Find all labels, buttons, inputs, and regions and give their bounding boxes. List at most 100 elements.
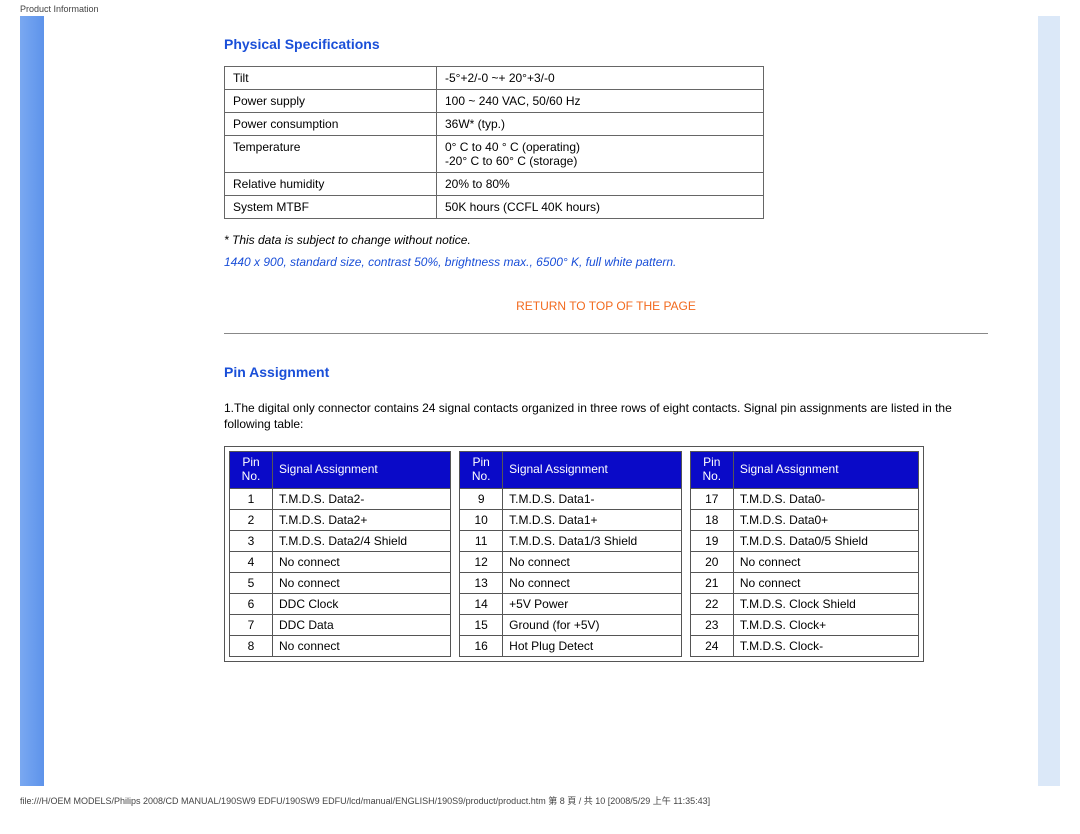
- table-row: 1T.M.D.S. Data2-: [230, 488, 451, 509]
- physical-spec-table: Tilt-5°+2/-0 ~+ 20°+3/-0 Power supply100…: [224, 66, 764, 219]
- section-divider: [224, 333, 988, 334]
- pin-intro-text: 1.The digital only connector contains 24…: [224, 400, 988, 432]
- pin-number: 12: [460, 551, 503, 572]
- table-row: 23T.M.D.S. Clock+: [690, 614, 918, 635]
- table-row: 17T.M.D.S. Data0-: [690, 488, 918, 509]
- pin-number: 15: [460, 614, 503, 635]
- pin-number: 23: [690, 614, 733, 635]
- pin-signal: T.M.D.S. Data1+: [503, 509, 682, 530]
- col-pin-header: Pin No.: [230, 452, 273, 489]
- table-row: 20No connect: [690, 551, 918, 572]
- table-row: Tilt-5°+2/-0 ~+ 20°+3/-0: [225, 67, 764, 90]
- pin-number: 24: [690, 635, 733, 656]
- table-row: 19T.M.D.S. Data0/5 Shield: [690, 530, 918, 551]
- pin-number: 22: [690, 593, 733, 614]
- pin-number: 13: [460, 572, 503, 593]
- table-row: 14+5V Power: [460, 593, 682, 614]
- pin-group-3: Pin No.Signal Assignment 17T.M.D.S. Data…: [690, 451, 919, 657]
- col-signal-header: Signal Assignment: [503, 452, 682, 489]
- pin-number: 10: [460, 509, 503, 530]
- table-row: 6DDC Clock: [230, 593, 451, 614]
- pin-signal: No connect: [503, 572, 682, 593]
- pin-number: 20: [690, 551, 733, 572]
- table-row: 22T.M.D.S. Clock Shield: [690, 593, 918, 614]
- pin-signal: T.M.D.S. Data0-: [733, 488, 918, 509]
- pin-signal: Ground (for +5V): [503, 614, 682, 635]
- spec-key: Tilt: [225, 67, 437, 90]
- spec-val: 36W* (typ.): [437, 113, 764, 136]
- pin-number: 5: [230, 572, 273, 593]
- pin-number: 1: [230, 488, 273, 509]
- pin-signal: No connect: [503, 551, 682, 572]
- table-row: 2T.M.D.S. Data2+: [230, 509, 451, 530]
- table-row: 21No connect: [690, 572, 918, 593]
- pin-number: 2: [230, 509, 273, 530]
- pin-number: 17: [690, 488, 733, 509]
- spec-key: Power consumption: [225, 113, 437, 136]
- pin-number: 7: [230, 614, 273, 635]
- table-row: 18T.M.D.S. Data0+: [690, 509, 918, 530]
- col-signal-header: Signal Assignment: [733, 452, 918, 489]
- right-stripe: [1038, 16, 1060, 786]
- pin-number: 21: [690, 572, 733, 593]
- spec-val: -5°+2/-0 ~+ 20°+3/-0: [437, 67, 764, 90]
- pin-signal: T.M.D.S. Data0+: [733, 509, 918, 530]
- content-area: Physical Specifications Tilt-5°+2/-0 ~+ …: [44, 16, 1038, 786]
- pin-number: 19: [690, 530, 733, 551]
- footer-file-path: file:///H/OEM MODELS/Philips 2008/CD MAN…: [0, 786, 1080, 817]
- pin-signal: No connect: [273, 635, 451, 656]
- pin-signal: T.M.D.S. Data1-: [503, 488, 682, 509]
- table-row: Relative humidity20% to 80%: [225, 173, 764, 196]
- table-row: 7DDC Data: [230, 614, 451, 635]
- table-row: Temperature0° C to 40 ° C (operating) -2…: [225, 136, 764, 173]
- pin-signal: No connect: [273, 572, 451, 593]
- pin-signal: T.M.D.S. Data1/3 Shield: [503, 530, 682, 551]
- spec-key: Power supply: [225, 90, 437, 113]
- pin-number: 9: [460, 488, 503, 509]
- return-top-link[interactable]: RETURN TO TOP OF THE PAGE: [224, 299, 988, 313]
- table-row: 4No connect: [230, 551, 451, 572]
- pin-signal: No connect: [273, 551, 451, 572]
- table-row: 11T.M.D.S. Data1/3 Shield: [460, 530, 682, 551]
- table-row: 12No connect: [460, 551, 682, 572]
- pin-number: 6: [230, 593, 273, 614]
- pin-signal: T.M.D.S. Clock Shield: [733, 593, 918, 614]
- disclaimer-note: * This data is subject to change without…: [224, 233, 988, 247]
- pin-group-2: Pin No.Signal Assignment 9T.M.D.S. Data1…: [459, 451, 682, 657]
- pin-number: 3: [230, 530, 273, 551]
- pin-number: 14: [460, 593, 503, 614]
- spec-key: System MTBF: [225, 196, 437, 219]
- physical-spec-heading: Physical Specifications: [224, 36, 988, 52]
- pin-signal: T.M.D.S. Data2/4 Shield: [273, 530, 451, 551]
- pin-number: 8: [230, 635, 273, 656]
- pin-number: 16: [460, 635, 503, 656]
- table-row: 10T.M.D.S. Data1+: [460, 509, 682, 530]
- page-header-label: Product Information: [0, 0, 1080, 16]
- pin-signal: T.M.D.S. Data2-: [273, 488, 451, 509]
- table-row: Power supply100 ~ 240 VAC, 50/60 Hz: [225, 90, 764, 113]
- table-row: 16Hot Plug Detect: [460, 635, 682, 656]
- table-row: 13No connect: [460, 572, 682, 593]
- spec-val: 0° C to 40 ° C (operating) -20° C to 60°…: [437, 136, 764, 173]
- spec-val: 20% to 80%: [437, 173, 764, 196]
- table-row: 5No connect: [230, 572, 451, 593]
- pin-group-1: Pin No.Signal Assignment 1T.M.D.S. Data2…: [229, 451, 451, 657]
- pin-signal: Hot Plug Detect: [503, 635, 682, 656]
- pin-signal: T.M.D.S. Clock-: [733, 635, 918, 656]
- pin-signal: No connect: [733, 551, 918, 572]
- spec-key: Temperature: [225, 136, 437, 173]
- spec-val: 100 ~ 240 VAC, 50/60 Hz: [437, 90, 764, 113]
- table-row: 3T.M.D.S. Data2/4 Shield: [230, 530, 451, 551]
- pin-signal: T.M.D.S. Clock+: [733, 614, 918, 635]
- pin-signal: DDC Data: [273, 614, 451, 635]
- table-row: 24T.M.D.S. Clock-: [690, 635, 918, 656]
- pin-signal: T.M.D.S. Data0/5 Shield: [733, 530, 918, 551]
- pin-signal: T.M.D.S. Data2+: [273, 509, 451, 530]
- left-blue-bar: [20, 16, 44, 786]
- pin-assignment-table: Pin No.Signal Assignment 1T.M.D.S. Data2…: [224, 446, 924, 662]
- col-pin-header: Pin No.: [690, 452, 733, 489]
- pin-number: 4: [230, 551, 273, 572]
- table-row: Power consumption36W* (typ.): [225, 113, 764, 136]
- pin-signal: DDC Clock: [273, 593, 451, 614]
- col-pin-header: Pin No.: [460, 452, 503, 489]
